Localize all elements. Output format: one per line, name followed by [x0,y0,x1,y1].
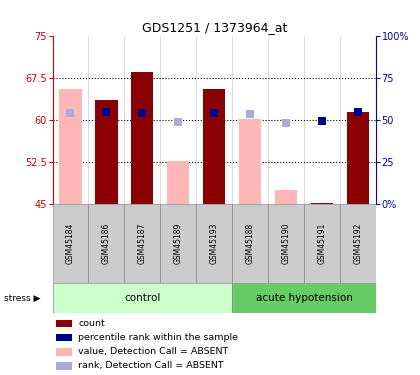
Bar [239,119,261,204]
Bar [131,72,153,204]
Point [247,111,254,117]
Text: control: control [124,293,160,303]
Point [283,120,289,126]
Text: GSM45188: GSM45188 [246,223,255,264]
Bar [196,204,232,283]
Point [319,118,326,124]
Text: GSM45187: GSM45187 [138,223,147,264]
Bar [232,283,376,313]
Bar [124,204,160,283]
Bar [167,160,189,204]
Text: count: count [79,319,105,328]
Bar [355,112,361,204]
Text: percentile rank within the sample: percentile rank within the sample [79,333,239,342]
Point [175,119,181,125]
Bar [56,334,72,341]
Bar [211,90,218,204]
Bar [347,112,369,204]
Text: GSM45191: GSM45191 [318,223,326,264]
Bar [311,203,333,204]
Bar [95,100,118,204]
Point [139,110,146,116]
Bar [56,320,72,327]
Bar [59,89,81,204]
Point [211,110,218,116]
Bar [160,204,196,283]
Bar [340,204,376,283]
Text: rank, Detection Call = ABSENT: rank, Detection Call = ABSENT [79,361,224,370]
Point [103,109,110,115]
Text: GSM45193: GSM45193 [210,223,219,264]
Text: acute hypotension: acute hypotension [256,293,352,303]
Bar [89,204,124,283]
Bar [304,204,340,283]
Bar [52,283,232,313]
Bar [52,204,89,283]
Bar [56,362,72,370]
Text: GSM45192: GSM45192 [354,223,362,264]
Text: GSM45184: GSM45184 [66,223,75,264]
Text: stress ▶: stress ▶ [4,294,41,303]
Point [354,109,361,115]
Text: GSM45190: GSM45190 [281,223,291,264]
Bar [232,204,268,283]
Bar [139,112,146,204]
Title: GDS1251 / 1373964_at: GDS1251 / 1373964_at [142,21,287,34]
Text: GSM45186: GSM45186 [102,223,111,264]
Bar [56,348,72,355]
Text: GSM45189: GSM45189 [174,223,183,264]
Bar [203,89,226,204]
Text: value, Detection Call = ABSENT: value, Detection Call = ABSENT [79,347,228,356]
Bar [275,190,297,204]
Point [67,110,74,116]
Bar [268,204,304,283]
